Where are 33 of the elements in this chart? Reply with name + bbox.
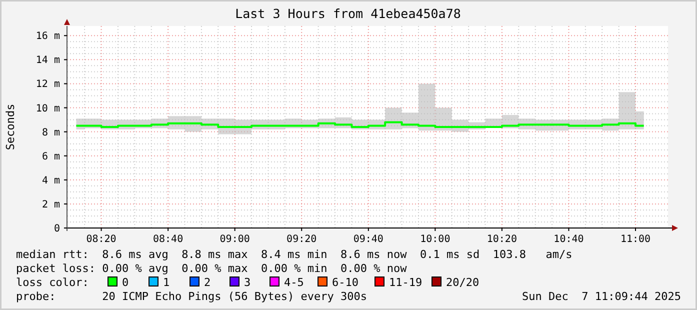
text: 6-10 (332, 276, 358, 289)
x-tick-label: 08:40 (153, 234, 184, 245)
x-tick-label: 10:00 (420, 234, 450, 245)
y-tick-label: 4 m (42, 175, 60, 186)
text: 4-5 (284, 276, 304, 289)
y-tick-label: 14 m (36, 55, 60, 66)
text: 11-19 (389, 276, 422, 289)
y-tick-label: 16 m (36, 31, 60, 42)
y-tick-label: 12 m (36, 79, 60, 90)
y-axis-title: Seconds (4, 104, 17, 150)
y-tick-label: 0 (54, 224, 60, 234)
y-tick-label: 10 m (36, 103, 60, 114)
x-tick-label: 10:40 (554, 234, 584, 245)
chart-title: Last 3 Hours from 41ebea450a78 (235, 6, 461, 21)
text: Sun Dec 7 11:09:44 2025 (522, 290, 681, 303)
x-tick-label: 08:20 (86, 234, 116, 245)
text: 20/20 (446, 276, 480, 289)
y-tick-label: 2 m (42, 199, 60, 210)
text: 2 (204, 276, 211, 289)
x-tick-label: 09:20 (286, 234, 317, 245)
x-tick-label: 10:20 (486, 234, 517, 245)
text: median rtt: 8.6 ms avg 8.8 ms max 8.4 ms min 8.6 ms now 0.1 ms sd 103.8 am/s (16, 248, 572, 261)
text: 3 (244, 276, 251, 289)
x-tick-label: 09:00 (220, 234, 250, 245)
text: 0 (122, 276, 129, 289)
text: packet loss: 0.00 % avg 0.00 % max 0.00 % min 0.00 % now (16, 262, 408, 275)
x-tick-label: 11:00 (620, 234, 651, 245)
text: 1 (163, 276, 170, 289)
y-tick-label: 6 m (42, 151, 60, 162)
y-tick-label: 8 m (42, 127, 60, 138)
text: probe: 20 ICMP Echo Pings (56 Bytes) every 300s (16, 290, 367, 303)
text: loss color: (16, 276, 89, 289)
x-tick-label: 09:40 (353, 234, 384, 245)
